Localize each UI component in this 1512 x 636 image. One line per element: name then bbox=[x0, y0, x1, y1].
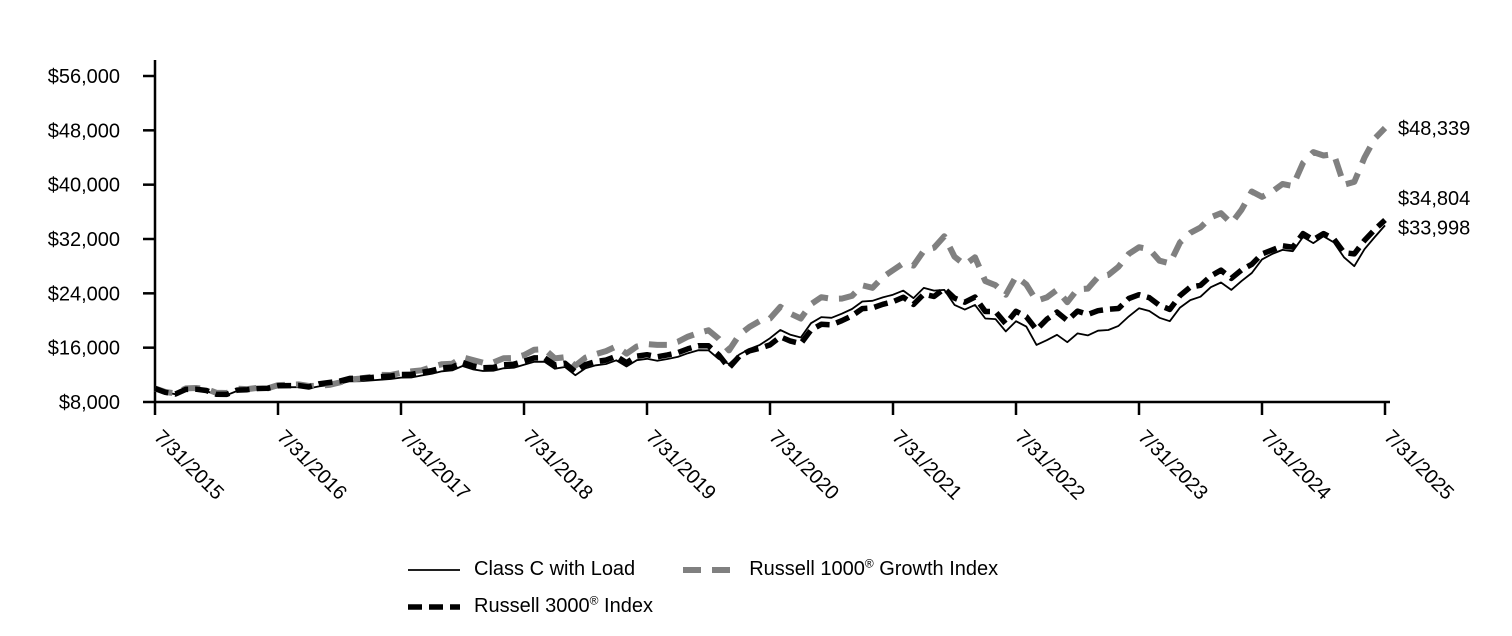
legend-line-swatch-russell-1000-growth-index bbox=[683, 566, 736, 573]
legend-row: Russell 3000® Index bbox=[408, 593, 998, 618]
legend-row: Class C with Load Russell 1000® Growth In… bbox=[408, 556, 999, 581]
y-tick-label: $16,000 bbox=[48, 338, 120, 360]
legend-label: Russell 1000® Growth Index bbox=[749, 556, 999, 580]
legend-line-swatch-class-c-with-load bbox=[408, 568, 460, 571]
series-line-russell-3000-index bbox=[154, 217, 1387, 398]
y-tick-label: $24,000 bbox=[48, 283, 120, 305]
legend-label: Russell 3000® Index bbox=[474, 593, 653, 617]
x-tick-label: 7/31/2024 bbox=[1256, 426, 1334, 504]
series-end-value-label: $34,804 bbox=[1398, 188, 1470, 210]
series-line-russell-1000-growth-index bbox=[154, 125, 1388, 397]
legend-label: Class C with Load bbox=[474, 558, 636, 580]
x-tick-label: 7/31/2018 bbox=[518, 426, 596, 504]
x-tick-label: 7/31/2016 bbox=[272, 426, 350, 504]
y-tick-label: $40,000 bbox=[48, 175, 120, 197]
x-tick-label: 7/31/2025 bbox=[1379, 426, 1457, 504]
x-tick-label: 7/31/2023 bbox=[1133, 426, 1211, 504]
x-tick-label: 7/31/2021 bbox=[887, 426, 965, 504]
x-tick-label: 7/31/2019 bbox=[641, 426, 719, 504]
x-tick-label: 7/31/2015 bbox=[149, 426, 227, 504]
x-tick-label: 7/31/2022 bbox=[1010, 426, 1088, 504]
series-end-value-label: $33,998 bbox=[1398, 217, 1470, 239]
legend-line-swatch-russell-3000-index bbox=[408, 603, 460, 610]
x-tick-label: 7/31/2020 bbox=[764, 426, 842, 504]
y-tick-label: $48,000 bbox=[48, 120, 120, 142]
legend-item-class-c-with-load: Class C with Load bbox=[408, 558, 635, 581]
series-line-class-c-with-load bbox=[154, 224, 1386, 397]
chart-plot-area: $8,000 $16,000 $24,000 $32,000 $40,000 $48,00… bbox=[48, 60, 1470, 504]
chart-legend: Class C with Load Russell 1000® Growth In… bbox=[408, 556, 999, 632]
legend-item-russell-1000-growth-index: Russell 1000® Growth Index bbox=[683, 556, 999, 581]
x-tick-label: 7/31/2017 bbox=[395, 426, 473, 504]
series-end-value-label: $48,339 bbox=[1398, 118, 1470, 140]
y-tick-label: $56,000 bbox=[48, 66, 120, 88]
y-tick-label: $32,000 bbox=[48, 229, 120, 251]
legend-item-russell-3000-index: Russell 3000® Index bbox=[408, 593, 653, 618]
y-tick-label: $8,000 bbox=[59, 392, 120, 414]
